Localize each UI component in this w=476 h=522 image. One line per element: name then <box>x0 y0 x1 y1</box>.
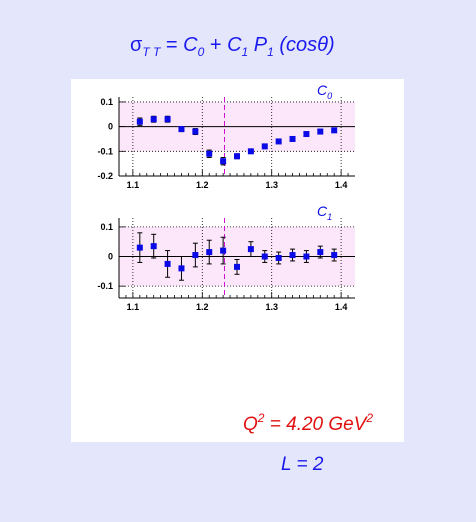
data-point <box>192 128 199 135</box>
q2-exponent: 2 <box>257 411 265 425</box>
c1-symbol: C <box>227 34 242 56</box>
series-label-subscript: 0 <box>327 91 332 101</box>
y-tick-label: -0.2 <box>97 171 113 181</box>
data-point <box>317 128 324 135</box>
data-point <box>206 150 213 157</box>
y-tick-label: 0.1 <box>100 97 113 107</box>
x-tick-label: 1.1 <box>127 180 140 190</box>
data-point <box>247 148 254 155</box>
plots-svg: 0.1 0 -0.1 -0.2 1.1 1.2 1.3 1.4 C0 0.1 0 -0.1 1.1 1.2… <box>97 82 355 312</box>
data-point <box>164 116 171 123</box>
sigma-subscript: T T <box>142 45 161 59</box>
plus-sign: + <box>204 34 228 56</box>
data-point <box>317 249 324 256</box>
c0-symbol: C <box>183 34 198 56</box>
series-label: C0 <box>317 82 332 101</box>
data-point <box>220 158 227 165</box>
series-label-subscript: 1 <box>327 212 332 222</box>
p-subscript: 1 <box>267 45 274 59</box>
cos-argument: (cosθ) <box>273 34 335 56</box>
data-point <box>247 246 254 253</box>
data-point <box>192 252 199 259</box>
figure-panel: 0.1 0 -0.1 -0.2 1.1 1.2 1.3 1.4 C0 0.1 0 -0.1 1.1 1.2… <box>71 79 404 475</box>
data-point <box>136 244 143 251</box>
p-symbol: P <box>248 34 268 56</box>
data-point <box>234 153 240 160</box>
data-point <box>136 118 143 125</box>
plot-1: 0.1 0 -0.1 1.1 1.2 1.3 1.4 C1 <box>97 203 355 312</box>
data-point <box>275 138 282 145</box>
q2-q: Q <box>243 414 258 435</box>
x-tick-label: 1.3 <box>265 180 278 190</box>
x-tick-label: 1.1 <box>127 302 140 312</box>
sigma-symbol: σ <box>130 34 143 56</box>
formula-title: σT T = C0 + C1 P1 (cosθ) <box>130 34 335 59</box>
c1-subscript: 1 <box>241 45 249 59</box>
data-point <box>234 263 240 270</box>
equals-sign: = <box>160 34 184 56</box>
data-point <box>275 255 282 261</box>
y-tick-label: -0.1 <box>97 146 113 156</box>
data-point <box>220 247 227 254</box>
x-tick-label: 1.2 <box>196 180 209 190</box>
plot-0: 0.1 0 -0.1 -0.2 1.1 1.2 1.3 1.4 C0 <box>97 82 355 190</box>
l-label: L = 2 <box>281 454 324 475</box>
data-point <box>331 127 338 134</box>
data-point <box>178 265 185 272</box>
data-point <box>261 253 268 260</box>
data-point <box>178 126 185 133</box>
y-tick-label: -0.1 <box>97 281 113 291</box>
y-tick-label: 0 <box>108 122 113 132</box>
data-point <box>164 260 171 267</box>
data-point <box>303 131 310 138</box>
data-point <box>150 243 157 250</box>
x-tick-label: 1.3 <box>265 302 278 312</box>
y-tick-label: 0.1 <box>100 222 113 232</box>
data-point <box>206 249 213 256</box>
data-point <box>261 143 268 150</box>
data-point <box>289 252 296 259</box>
c0-subscript: 0 <box>197 45 205 59</box>
x-tick-label: 1.4 <box>335 302 348 312</box>
series-label: C1 <box>317 203 332 222</box>
q2-label: Q2 = 4.20 GeV2 <box>243 411 373 436</box>
data-point <box>150 116 157 123</box>
data-point <box>289 135 296 142</box>
q2-value: = 4.20 GeV <box>264 414 367 435</box>
data-point <box>331 252 338 259</box>
q2-unit-exponent: 2 <box>366 411 374 425</box>
data-point <box>303 253 310 260</box>
x-tick-label: 1.4 <box>335 180 348 190</box>
y-tick-label: 0 <box>108 252 113 262</box>
x-tick-label: 1.2 <box>196 302 209 312</box>
